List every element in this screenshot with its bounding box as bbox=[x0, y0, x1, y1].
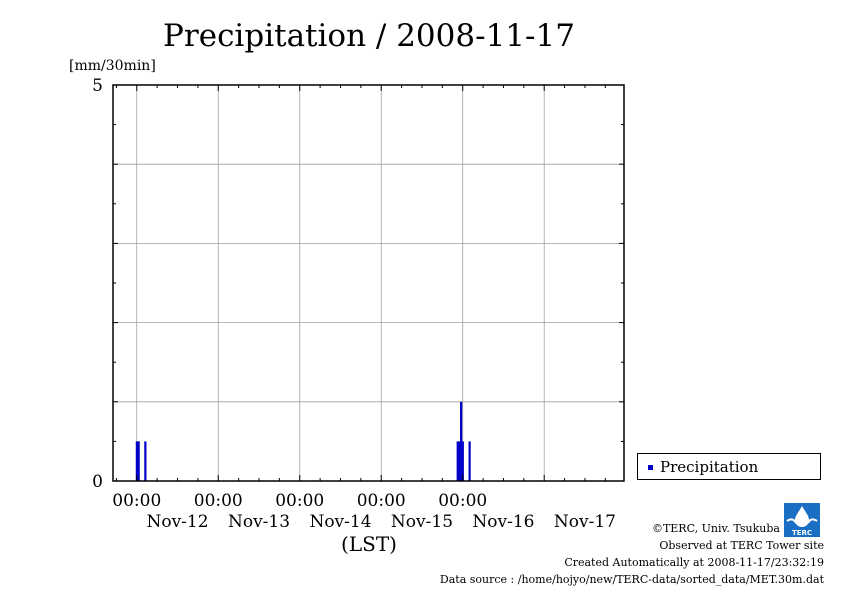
x-axis-label: (LST) bbox=[341, 532, 397, 556]
x-tick-time-label: 00:00 bbox=[112, 491, 161, 511]
x-tick-date-label: Nov-13 bbox=[228, 512, 290, 532]
precipitation-bar bbox=[144, 441, 147, 481]
grid-lines bbox=[113, 85, 624, 481]
precipitation-bar bbox=[461, 441, 464, 481]
precipitation-bar bbox=[460, 401, 463, 481]
x-tick-time-label: 00:00 bbox=[438, 491, 487, 511]
terc-logo: TERC bbox=[784, 503, 820, 537]
bars bbox=[135, 401, 471, 481]
svg-text:TERC: TERC bbox=[792, 529, 812, 537]
legend: Precipitation bbox=[637, 453, 821, 480]
legend-label-precipitation: Precipitation bbox=[660, 458, 759, 476]
precipitation-bar bbox=[135, 441, 138, 481]
legend-swatch-precipitation bbox=[648, 465, 653, 470]
x-tick-date-label: Nov-12 bbox=[146, 512, 208, 532]
x-tick-date-label: Nov-17 bbox=[554, 512, 616, 532]
x-tick-date-label: Nov-15 bbox=[391, 512, 453, 532]
y-tick-label: 0 bbox=[92, 472, 103, 492]
observed-text: Observed at TERC Tower site bbox=[659, 539, 824, 552]
precipitation-bar bbox=[458, 441, 461, 481]
plot-frame bbox=[112, 84, 625, 482]
x-tick-date-label: Nov-14 bbox=[309, 512, 371, 532]
precipitation-bar bbox=[456, 441, 459, 481]
x-tick-time-label: 00:00 bbox=[275, 491, 324, 511]
copyright-text: ©TERC, Univ. Tsukuba bbox=[651, 522, 780, 535]
precipitation-bar bbox=[468, 441, 471, 481]
precipitation-bar bbox=[137, 441, 140, 481]
y-tick-label: 5 bbox=[92, 76, 103, 96]
x-tick-time-label: 00:00 bbox=[194, 491, 243, 511]
created-text: Created Automatically at 2008-11-17/23:3… bbox=[564, 556, 824, 569]
y-axis-label: [mm/30min] bbox=[69, 58, 156, 74]
x-tick-date-label: Nov-16 bbox=[472, 512, 534, 532]
chart-title: Precipitation / 2008-11-17 bbox=[163, 18, 575, 54]
data-source-text: Data source : /home/hojyo/new/TERC-data/… bbox=[439, 573, 824, 586]
x-tick-time-label: 00:00 bbox=[357, 491, 406, 511]
